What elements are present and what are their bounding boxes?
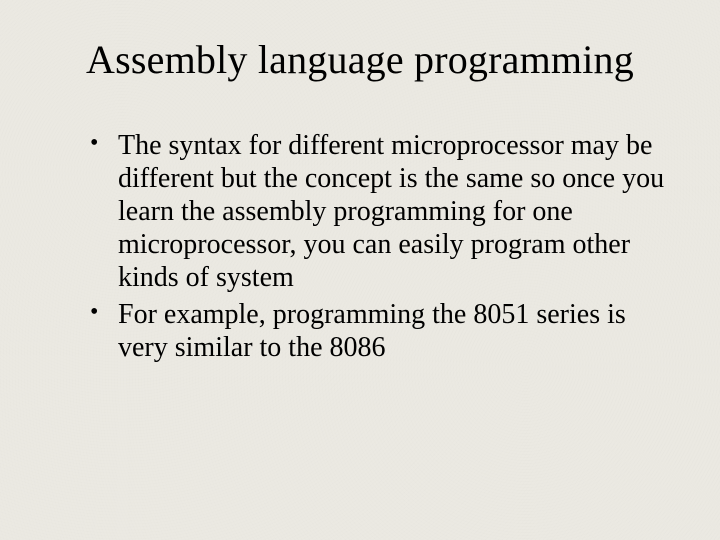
slide-container: Assembly language programming The syntax… [0, 0, 720, 540]
bullet-list: The syntax for different microprocessor … [48, 129, 672, 364]
bullet-item: The syntax for different microprocessor … [90, 129, 672, 294]
bullet-item: For example, programming the 8051 series… [90, 298, 672, 364]
slide-title: Assembly language programming [48, 36, 672, 83]
